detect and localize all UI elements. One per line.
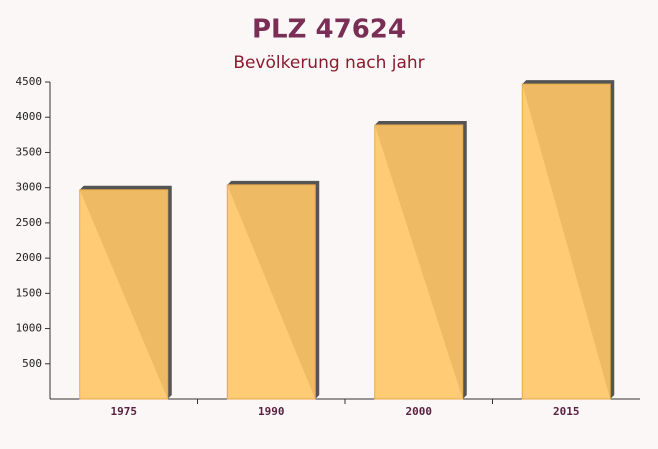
- bar: [79, 189, 169, 400]
- y-tick-label: 1500: [16, 286, 43, 299]
- chart-title: PLZ 47624: [252, 15, 406, 45]
- x-tick-label: 2000: [406, 405, 433, 418]
- y-tick-label: 2000: [16, 251, 43, 264]
- y-tick-label: 500: [22, 357, 42, 370]
- x-tick-label: 1975: [111, 405, 138, 418]
- y-tick-label: 3500: [16, 145, 43, 158]
- x-tick-label: 2015: [553, 405, 580, 418]
- y-tick-label: 4500: [16, 75, 43, 88]
- bar: [226, 184, 316, 400]
- y-tick-label: 2500: [16, 216, 43, 229]
- y-tick-label: 4000: [16, 110, 43, 123]
- chart-subtitle: Bevölkerung nach jahr: [233, 53, 424, 73]
- x-tick-label: 1990: [258, 405, 285, 418]
- bar: [374, 124, 464, 400]
- bar: [521, 83, 611, 400]
- y-tick-label: 1000: [16, 322, 43, 335]
- y-tick-label: 3000: [16, 181, 43, 194]
